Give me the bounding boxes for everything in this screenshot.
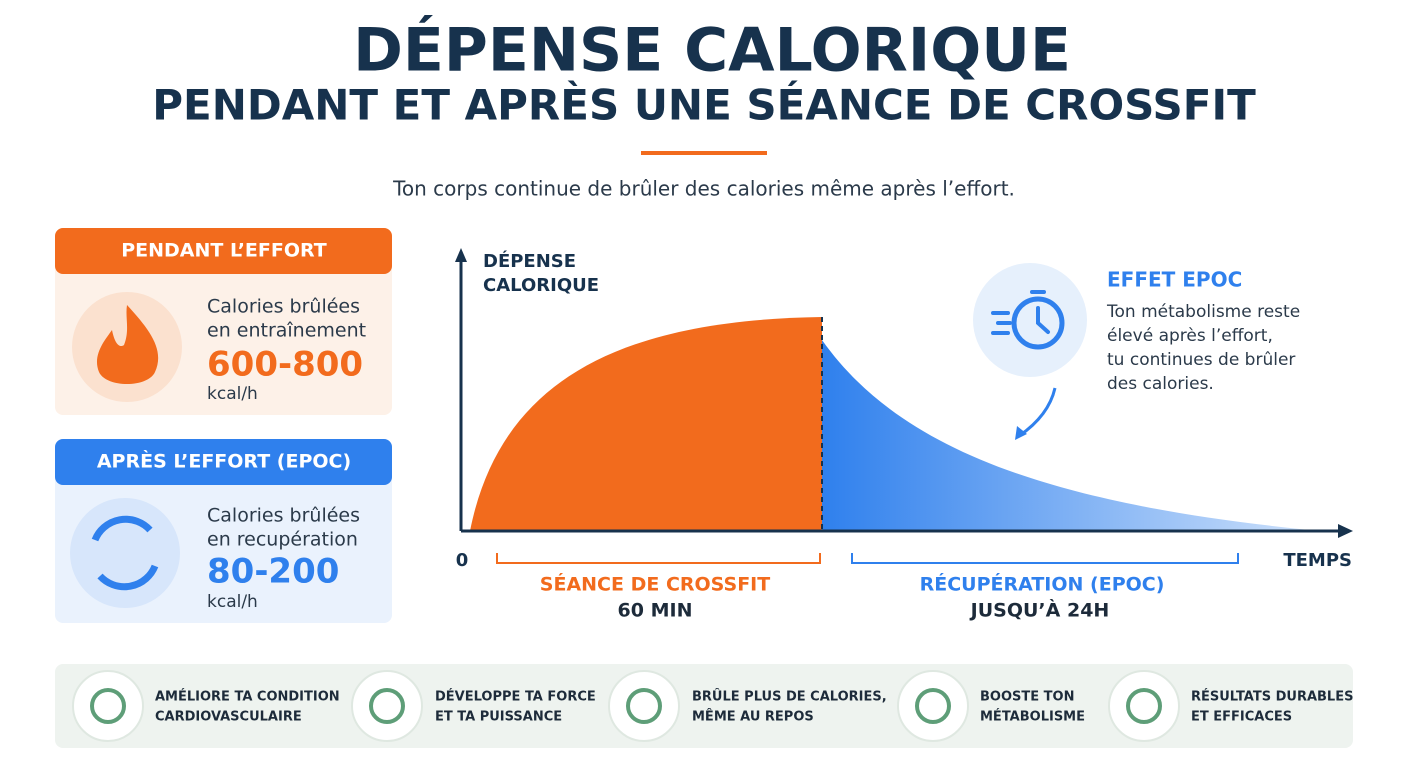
card-unit: kcal/h <box>207 384 258 404</box>
epoc-title: EFFET EPOC <box>1107 268 1242 292</box>
epoc-text: Ton métabolisme reste <box>1106 302 1300 322</box>
card-label: Calories brûlées <box>207 296 360 318</box>
cycle-icon <box>91 515 159 591</box>
epoc-text: élevé après l’effort, <box>1107 326 1273 346</box>
benefit-text: ET TA PUISSANCE <box>435 710 562 725</box>
benefits: AMÉLIORE TA CONDITION CARDIOVASCULAIRE DÉV… <box>72 670 1353 742</box>
title: DÉPENSE CALORIQUE <box>353 14 1071 86</box>
card-header-bg <box>55 228 392 274</box>
card-label: en entraînement <box>207 320 366 342</box>
phase-duration: 60 MIN <box>618 600 693 622</box>
benefit-text: MÊME AU REPOS <box>692 709 814 725</box>
benefit-text: ET EFFICACES <box>1191 710 1292 725</box>
benefit-text: BRÛLE PLUS DE CALORIES, <box>692 689 887 705</box>
flame-icon <box>96 305 159 384</box>
benefit-icon <box>90 688 126 724</box>
phase-label: RÉCUPÉRATION (EPOC) <box>920 573 1165 596</box>
axis-arrow <box>455 248 467 262</box>
stopwatch-detail <box>991 290 1050 335</box>
card-value: 80-200 <box>207 552 339 592</box>
benefit-icon <box>915 688 951 724</box>
bracket <box>851 553 1239 564</box>
benefit-icon <box>369 688 405 724</box>
epoc-text: des calories. <box>1107 374 1214 394</box>
benefit-icon-bg <box>1108 670 1180 742</box>
subtitle: PENDANT ET APRÈS UNE SÉANCE DE CROSSFIT <box>152 80 1256 130</box>
epoc-text: tu continues de brûler <box>1107 350 1295 370</box>
origin-label: 0 <box>456 550 469 571</box>
icon-bg <box>973 263 1087 377</box>
benefit-text: AMÉLIORE TA CONDITION <box>155 689 340 705</box>
card-unit: kcal/h <box>207 592 258 612</box>
pointer-arrowhead <box>1015 426 1027 440</box>
benefit-icon-bg <box>72 670 144 742</box>
benefit-text: DÉVELOPPE TA FORCE <box>435 689 596 705</box>
card-value: 600-800 <box>207 345 363 385</box>
benefit-text: RÉSULTATS DURABLES <box>1191 689 1353 705</box>
session-area <box>470 317 822 531</box>
icon-bg <box>70 498 180 608</box>
card-header-bg <box>55 439 392 485</box>
tagline: Ton corps continue de brûler des calorie… <box>392 177 1015 201</box>
benefit-text: MÉTABOLISME <box>980 709 1085 725</box>
phase-label: SÉANCE DE CROSSFIT <box>540 573 770 596</box>
pointer-arrow <box>1018 387 1057 438</box>
benefit-icon <box>1126 688 1162 724</box>
divider <box>641 151 767 155</box>
benefit-icon-bg <box>897 670 969 742</box>
benefit-icon <box>626 688 662 724</box>
x-label: TEMPS <box>1283 550 1352 571</box>
card-header: PENDANT L’EFFORT <box>121 240 327 262</box>
benefit-icon-bg <box>351 670 423 742</box>
card-label: en recupération <box>207 529 358 551</box>
stopwatch-icon <box>1011 296 1065 350</box>
benefit-text: CARDIOVASCULAIRE <box>155 710 302 725</box>
epoc-area <box>822 340 1320 531</box>
bracket <box>496 553 821 564</box>
phase-duration: JUSQU’À 24H <box>969 599 1110 622</box>
card-label: Calories brûlées <box>207 505 360 527</box>
benefit-icon-bg <box>608 670 680 742</box>
card-header: APRÈS L’EFFORT (EPOC) <box>97 450 351 473</box>
benefit-text: BOOSTE TON <box>980 690 1074 705</box>
axis-arrow <box>1338 524 1353 538</box>
y-label: CALORIQUE <box>483 275 599 296</box>
y-label: DÉPENSE <box>483 250 576 272</box>
